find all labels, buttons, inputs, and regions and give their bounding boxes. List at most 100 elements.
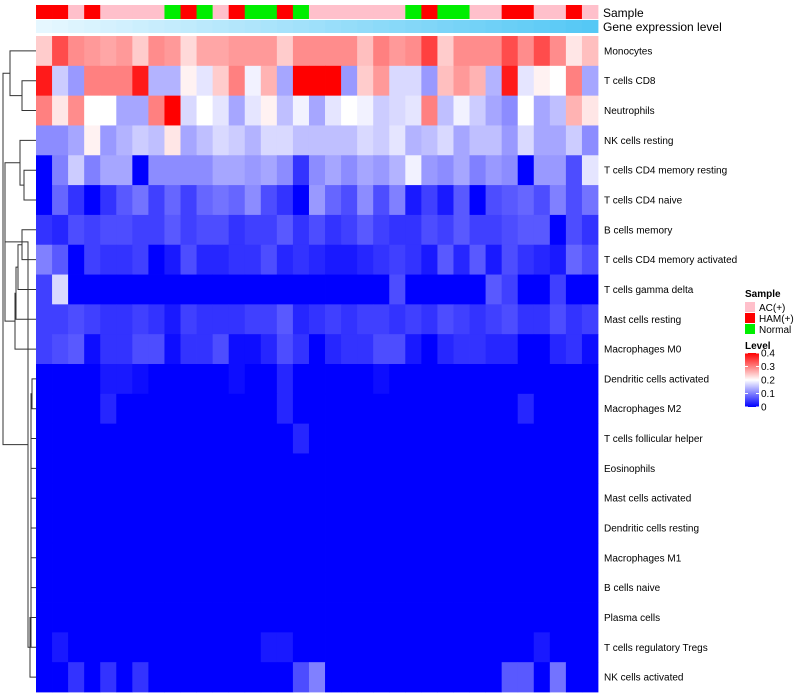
heatmap-cell xyxy=(116,65,133,97)
heatmap-cell xyxy=(276,632,294,663)
heatmap-cell xyxy=(357,513,374,544)
gene-annotation-cell xyxy=(180,20,197,33)
heatmap-cell xyxy=(341,304,358,335)
heatmap-cell xyxy=(581,185,599,216)
sample-annotation-cell xyxy=(325,5,342,19)
heatmap-cell xyxy=(453,125,470,156)
heatmap-cell xyxy=(292,214,310,246)
heatmap-cell xyxy=(100,364,117,395)
heatmap-cell xyxy=(485,393,503,425)
row-label: B cells naive xyxy=(604,583,661,594)
heatmap-cell xyxy=(260,244,278,275)
heatmap-cell xyxy=(148,125,165,156)
heatmap-cell xyxy=(437,65,454,97)
heatmap-cell xyxy=(485,155,503,186)
sample-annotation-cell xyxy=(517,5,535,19)
heatmap-cell xyxy=(549,602,567,633)
heatmap-cell xyxy=(325,662,342,693)
heatmap-cell xyxy=(373,304,390,335)
heatmap-cell xyxy=(116,185,133,216)
heatmap-cell xyxy=(453,364,470,395)
heatmap-cell xyxy=(549,244,567,275)
heatmap-cell xyxy=(437,244,454,275)
heatmap-cell xyxy=(421,185,438,216)
heatmap-cell xyxy=(501,274,519,305)
heatmap-cell xyxy=(292,185,310,216)
heatmap-cell xyxy=(68,36,85,67)
heatmap-cell xyxy=(485,572,503,603)
heatmap-cell xyxy=(68,95,85,126)
heatmap-cell xyxy=(84,632,101,663)
heatmap-cell xyxy=(341,185,358,216)
heatmap-cell xyxy=(517,36,535,67)
sample-annotation-cell xyxy=(196,5,214,19)
heatmap-cell xyxy=(437,334,454,365)
heatmap-cell xyxy=(180,423,197,454)
heatmap-cell xyxy=(196,36,214,67)
sample-annotation-cell xyxy=(405,5,422,19)
heatmap-cell xyxy=(116,632,133,663)
sample-annotation-label: Sample xyxy=(603,6,644,20)
heatmap-cell xyxy=(164,662,181,693)
heatmap-cell xyxy=(260,602,278,633)
heatmap-cell xyxy=(212,155,230,186)
row-label: Macrophages M1 xyxy=(604,553,682,564)
heatmap-cell xyxy=(517,483,535,514)
heatmap-cell xyxy=(325,364,342,395)
dendrogram-branch xyxy=(15,266,36,320)
heatmap-cell xyxy=(437,95,454,126)
heatmap-cell xyxy=(325,542,342,574)
heatmap-cell xyxy=(276,244,294,275)
heatmap-cell xyxy=(517,364,535,395)
heatmap-cell xyxy=(84,542,101,574)
heatmap-cell xyxy=(565,453,583,484)
heatmap-cell xyxy=(389,334,406,365)
heatmap-cell xyxy=(405,662,422,693)
heatmap-cell xyxy=(341,155,358,186)
heatmap-cell xyxy=(357,453,374,484)
heatmap-cell xyxy=(36,244,53,275)
heatmap-cell xyxy=(453,36,470,67)
heatmap-cell xyxy=(276,334,294,365)
heatmap-cell xyxy=(421,542,438,574)
row-dendrogram xyxy=(2,50,36,678)
heatmap-cell xyxy=(276,36,294,67)
heatmap-cell xyxy=(405,155,422,186)
heatmap-cell xyxy=(116,662,133,693)
heatmap-cell xyxy=(453,304,470,335)
heatmap-cell xyxy=(36,542,53,574)
heatmap-cell xyxy=(533,662,551,693)
heatmap-cell xyxy=(549,542,567,574)
heatmap-cell xyxy=(357,185,374,216)
heatmap-cell xyxy=(581,393,599,425)
heatmap-cell xyxy=(292,65,310,97)
heatmap-cell xyxy=(180,572,197,603)
heatmap-cell xyxy=(244,65,262,97)
heatmap-cell xyxy=(84,214,101,246)
heatmap-cell xyxy=(132,155,149,186)
heatmap-cell xyxy=(421,483,438,514)
row-label: Macrophages M0 xyxy=(604,345,682,356)
heatmap-cell xyxy=(469,632,486,663)
heatmap-cell xyxy=(437,513,454,544)
heatmap-cell xyxy=(276,393,294,425)
heatmap-cell xyxy=(373,453,390,484)
heatmap-cell xyxy=(260,36,278,67)
heatmap-cell xyxy=(148,364,165,395)
heatmap-cell xyxy=(148,513,165,544)
heatmap-cell xyxy=(116,513,133,544)
heatmap-cell xyxy=(52,214,69,246)
heatmap-cell xyxy=(453,274,470,305)
heatmap-cell xyxy=(132,393,149,425)
heatmap-cell xyxy=(308,542,326,574)
heatmap-cell xyxy=(373,632,390,663)
sample-annotation-cell xyxy=(469,5,486,19)
heatmap-cell xyxy=(132,36,149,67)
heatmap-cell xyxy=(389,185,406,216)
sample-annotation-cell xyxy=(549,5,567,19)
heatmap-cell xyxy=(405,393,422,425)
level-tick-label: 0.3 xyxy=(761,362,775,373)
level-legend: Level 0 0.1 0.2 0.3 0.4 xyxy=(745,341,775,414)
heatmap-cell xyxy=(148,572,165,603)
heatmap-cell xyxy=(373,572,390,603)
